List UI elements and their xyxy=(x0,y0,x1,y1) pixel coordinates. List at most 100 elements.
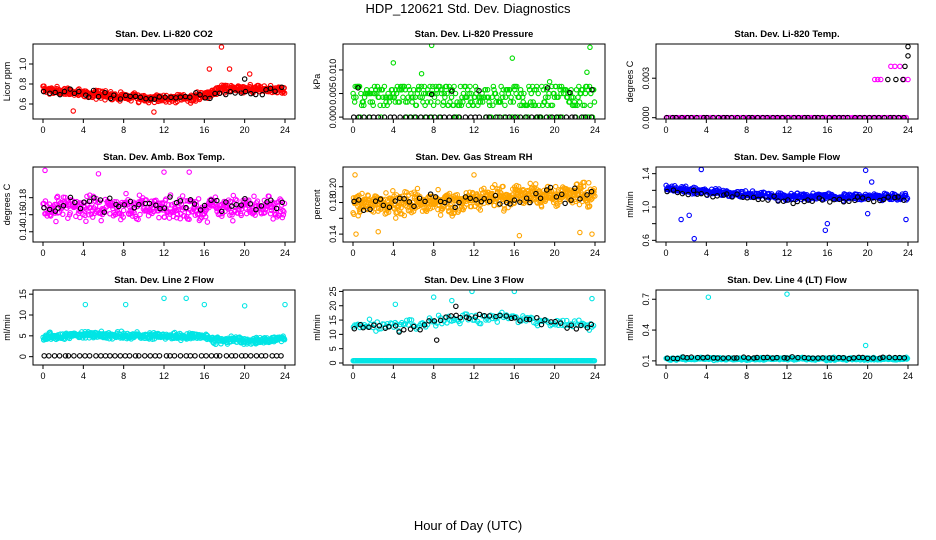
data-point xyxy=(844,114,851,119)
data-point xyxy=(898,114,904,119)
data-point xyxy=(161,295,167,302)
data-point xyxy=(905,44,911,50)
data-point xyxy=(698,190,705,197)
panel-title: Stan. Dev. Gas Stream RH xyxy=(415,152,532,163)
data-point xyxy=(214,197,220,204)
x-tick-label: 4 xyxy=(391,248,396,258)
data-point xyxy=(177,198,184,204)
data-point xyxy=(259,91,266,98)
data-point xyxy=(173,214,180,221)
data-point xyxy=(527,180,533,187)
data-point xyxy=(386,323,392,330)
data-point xyxy=(576,99,583,105)
data-point xyxy=(546,78,553,85)
data-point xyxy=(448,313,454,319)
data-point xyxy=(685,191,691,198)
y-tick-label: 20 xyxy=(328,301,338,311)
data-point xyxy=(251,193,257,200)
data-point xyxy=(440,99,447,105)
x-tick-label: 20 xyxy=(550,248,560,258)
plot-frame xyxy=(655,289,919,366)
data-point xyxy=(903,114,909,119)
data-point xyxy=(746,114,752,119)
data-point xyxy=(794,198,801,205)
x-tick-label: 4 xyxy=(391,371,396,381)
data-point xyxy=(360,99,366,105)
data-point xyxy=(547,114,553,119)
panel-title: Stan. Dev. Li-820 Temp. xyxy=(734,29,839,40)
data-point xyxy=(238,202,245,208)
data-point xyxy=(247,201,254,207)
data-point xyxy=(720,114,727,119)
data-point xyxy=(191,201,198,207)
data-point xyxy=(242,195,248,202)
data-point xyxy=(781,354,787,361)
y-axis-label: degrees C xyxy=(625,60,635,102)
data-point xyxy=(251,209,258,215)
data-point xyxy=(704,354,711,361)
data-point xyxy=(592,193,598,199)
data-point xyxy=(175,206,182,213)
data-point xyxy=(591,357,598,364)
x-tick-label: 12 xyxy=(782,125,792,135)
data-point xyxy=(280,212,287,218)
data-point xyxy=(357,324,363,331)
x-tick-label: 24 xyxy=(280,125,290,135)
data-point xyxy=(463,311,470,317)
data-point xyxy=(350,114,357,119)
data-point xyxy=(61,88,68,95)
data-point xyxy=(432,194,439,200)
data-point xyxy=(533,114,540,119)
data-point xyxy=(167,194,173,200)
x-tick-label: 20 xyxy=(240,248,250,258)
data-point xyxy=(353,94,359,101)
data-point xyxy=(201,202,208,209)
x-tick-label: 4 xyxy=(81,125,86,135)
data-point xyxy=(183,204,189,211)
data-point xyxy=(764,354,771,361)
data-point xyxy=(371,322,377,328)
data-point xyxy=(679,190,686,197)
data-point xyxy=(367,206,373,213)
data-point xyxy=(156,353,163,359)
data-point xyxy=(864,355,871,362)
panel-title: Stan. Dev. Li-820 Pressure xyxy=(415,29,534,40)
data-point xyxy=(490,102,496,109)
data-point xyxy=(120,214,126,220)
y-tick-label: 0.14 xyxy=(18,223,28,241)
data-point xyxy=(586,203,593,209)
data-point xyxy=(567,89,573,96)
data-point xyxy=(427,191,434,197)
data-point xyxy=(449,88,455,94)
data-point xyxy=(535,90,541,97)
panel-4: Stan. Dev. Amb. Box Temp. 0 4 8 12 16 20 24 0.14… xyxy=(2,152,296,258)
data-point xyxy=(377,102,383,109)
data-point xyxy=(572,102,579,109)
data-point xyxy=(789,354,795,360)
data-points xyxy=(663,44,911,119)
x-tick-label: 0 xyxy=(40,125,45,135)
data-point xyxy=(422,198,428,205)
data-point xyxy=(482,87,489,93)
data-point xyxy=(82,212,88,219)
data-point xyxy=(554,202,561,209)
data-point xyxy=(705,294,712,300)
y-tick-label: 0 xyxy=(328,360,338,365)
data-point xyxy=(381,114,388,119)
data-point xyxy=(76,88,82,95)
x-tick-label: 16 xyxy=(509,125,519,135)
data-point xyxy=(350,90,356,97)
data-point xyxy=(862,342,869,349)
data-point xyxy=(893,76,899,83)
data-point xyxy=(268,207,275,214)
data-point xyxy=(47,90,53,97)
data-point xyxy=(122,353,128,359)
data-point xyxy=(93,353,99,359)
data-point xyxy=(481,195,487,202)
data-point xyxy=(447,87,454,93)
data-point xyxy=(691,235,697,242)
data-point xyxy=(156,94,163,100)
data-point xyxy=(732,114,739,119)
data-point xyxy=(843,114,849,119)
data-point xyxy=(586,114,592,119)
